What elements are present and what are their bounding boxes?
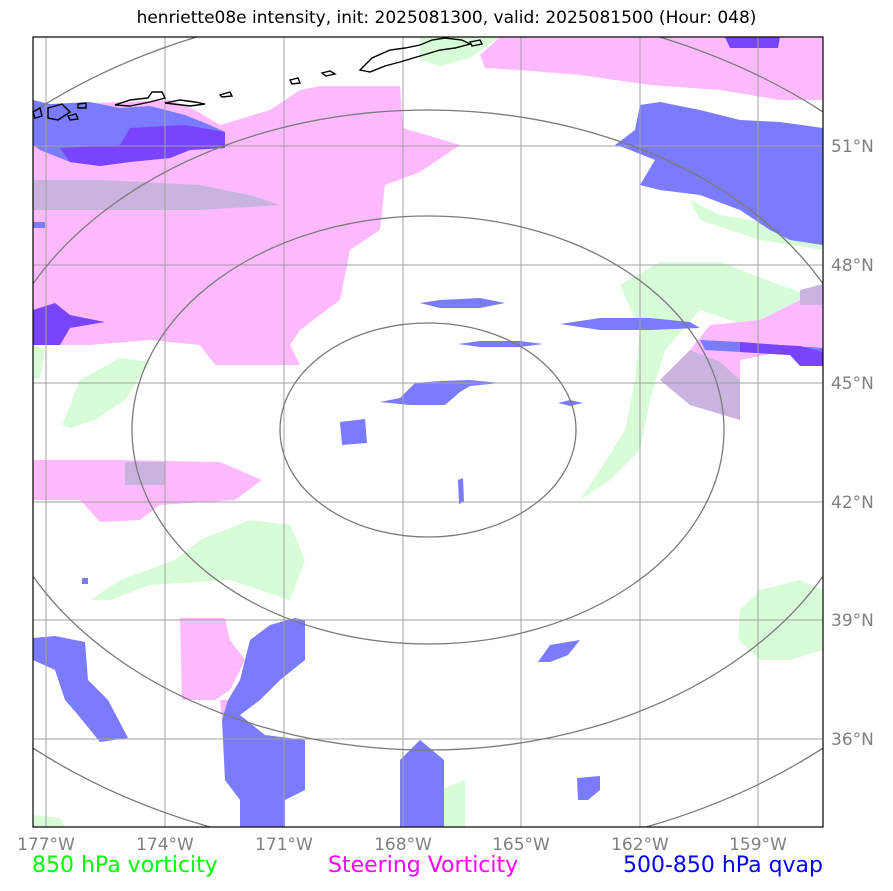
qvap-patch-south-east [538, 640, 580, 662]
range-rings [33, 37, 823, 827]
qvap-dark-east [740, 342, 823, 366]
qvap-band-4 [380, 380, 500, 405]
lon-label: 177°W [17, 835, 75, 855]
overlap-patch-east [660, 350, 740, 420]
qvap-dark-west [33, 303, 105, 345]
range-ring-3 [33, 109, 823, 751]
range-ring-2 [131, 215, 725, 645]
vort850-patch-sw [33, 815, 65, 827]
lon-label: 174°W [136, 835, 194, 855]
qvap-band-1 [420, 298, 505, 308]
lon-label: 168°W [374, 835, 432, 855]
steering-patch-southwest [180, 618, 245, 700]
overlap-patch-west [33, 180, 280, 210]
lon-label: 159°W [729, 835, 787, 855]
lon-labels: 177°W 174°W 171°W 168°W 165°W 162°W 159°… [17, 835, 787, 855]
qvap-patch-northeast [615, 102, 823, 245]
range-ring-1 [279, 322, 577, 538]
map-title: henriette08e intensity, init: 2025081300… [136, 8, 757, 28]
steering-patch-west [33, 460, 262, 522]
qvap-small-3 [458, 478, 464, 504]
lat-labels: 51°N 48°N 45°N 42°N 39°N 36°N [831, 137, 874, 750]
qvap-dark-north [725, 37, 780, 48]
plot-frame [32, 36, 824, 828]
lat-label: 36°N [831, 730, 874, 750]
vort850-patch-west [62, 358, 150, 428]
qvap-small-2 [558, 400, 583, 406]
qvap-band-3 [458, 341, 543, 347]
lat-label: 51°N [831, 137, 874, 157]
legend-vorticity-850: 850 hPa vorticity [32, 853, 218, 878]
vort850-patch-left [33, 345, 45, 380]
qvap-small-5 [82, 578, 88, 584]
lon-label: 162°W [611, 835, 669, 855]
qvap-patch-south-west3 [222, 715, 305, 827]
legend-qvap: 500-850 hPa qvap [622, 853, 823, 878]
qvap-band-2 [560, 318, 700, 330]
lon-label: 171°W [255, 835, 313, 855]
lat-label: 48°N [831, 256, 874, 276]
graticule [33, 37, 823, 827]
qvap-small-1 [340, 419, 367, 445]
lat-label: 42°N [831, 493, 874, 513]
coastlines [32, 37, 484, 121]
legend-steering-vorticity: Steering Vorticity [328, 853, 519, 878]
qvap-small-4 [33, 222, 45, 228]
vort850-patch-midwest [90, 520, 305, 600]
overlap-patch-ne [800, 284, 823, 305]
lon-label: 165°W [492, 835, 550, 855]
qvap-patch-south-center [400, 740, 444, 827]
qvap-patch-southwest [33, 636, 128, 742]
overlap-patch-small-west [125, 462, 165, 485]
steering-patch-northeast [480, 37, 823, 100]
overlap-fields [33, 180, 823, 485]
lat-label: 45°N [831, 374, 874, 394]
lat-label: 39°N [831, 611, 874, 631]
qvap-patch-south-east2 [577, 776, 600, 800]
